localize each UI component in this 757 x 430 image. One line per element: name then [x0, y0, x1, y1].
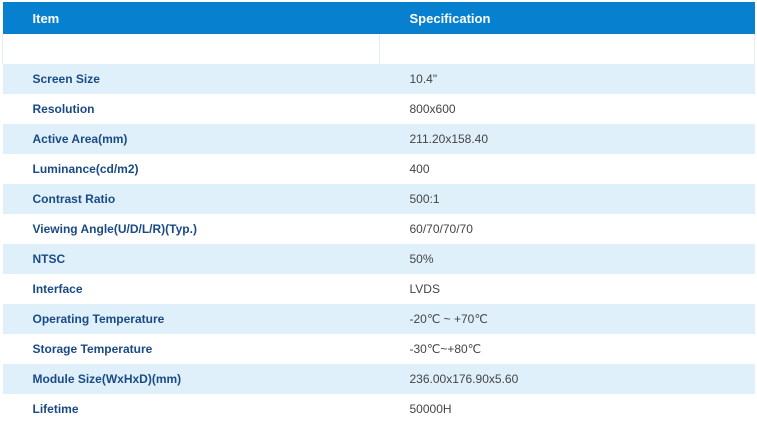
row-item-label: Module Size(WxHxD)(mm) [2, 364, 380, 394]
table-row: Module Size(WxHxD)(mm) 236.00x176.90x5.6… [2, 364, 755, 394]
table-row: Resolution 800x600 [2, 94, 755, 124]
row-spec-value: 50000H [379, 394, 755, 424]
table-row: Viewing Angle(U/D/L/R)(Typ.) 60/70/70/70 [2, 214, 755, 244]
row-item-label: Screen Size [2, 64, 380, 94]
row-spec-value: 400 [379, 154, 755, 184]
row-spec-value: 60/70/70/70 [379, 214, 755, 244]
table-row: Operating Temperature -20℃ ~ +70℃ [2, 304, 755, 334]
row-spec-value: 236.00x176.90x5.60 [379, 364, 755, 394]
row-item-label: Storage Temperature [2, 334, 380, 364]
row-spec-value: LVDS [379, 274, 755, 304]
row-item-label: Operating Temperature [2, 304, 380, 334]
spacer-cell [379, 34, 755, 64]
column-header-specification: Specification [379, 2, 755, 34]
row-item-label: Interface [2, 274, 380, 304]
row-spec-value: 10.4" [379, 64, 755, 94]
table-header-row: Item Specification [2, 2, 755, 34]
row-spec-value: -20℃ ~ +70℃ [379, 304, 755, 334]
table-row: Active Area(mm) 211.20x158.40 [2, 124, 755, 154]
specification-table: Item Specification Screen Size 10.4" Res… [2, 2, 755, 424]
table-row: Lifetime 50000H [2, 394, 755, 424]
row-spec-value: 211.20x158.40 [379, 124, 755, 154]
row-item-label: Luminance(cd/m2) [2, 154, 380, 184]
spacer-cell [2, 34, 380, 64]
table-row: Storage Temperature -30℃~+80℃ [2, 334, 755, 364]
row-spec-value: -30℃~+80℃ [379, 334, 755, 364]
row-spec-value: 500:1 [379, 184, 755, 214]
row-item-label: Viewing Angle(U/D/L/R)(Typ.) [2, 214, 380, 244]
table-row: NTSC 50% [2, 244, 755, 274]
row-spec-value: 800x600 [379, 94, 755, 124]
row-item-label: Resolution [2, 94, 380, 124]
column-header-item: Item [2, 2, 380, 34]
table-row: Luminance(cd/m2) 400 [2, 154, 755, 184]
row-item-label: Lifetime [2, 394, 380, 424]
row-item-label: NTSC [2, 244, 380, 274]
table-row: Interface LVDS [2, 274, 755, 304]
table-row: Contrast Ratio 500:1 [2, 184, 755, 214]
row-spec-value: 50% [379, 244, 755, 274]
table-row: Screen Size 10.4" [2, 64, 755, 94]
table-spacer-row [2, 34, 755, 64]
row-item-label: Contrast Ratio [2, 184, 380, 214]
row-item-label: Active Area(mm) [2, 124, 380, 154]
